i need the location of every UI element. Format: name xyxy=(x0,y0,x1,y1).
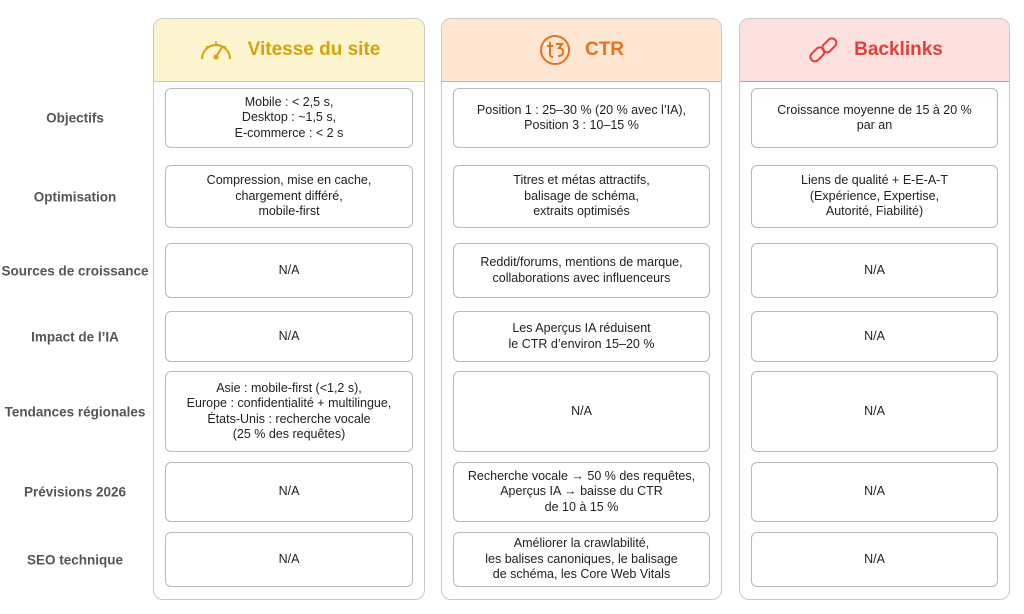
column-header: Backlinks xyxy=(740,19,1009,82)
column-header: Vitesse du site xyxy=(154,19,424,82)
table-cell: N/A xyxy=(751,243,998,298)
table-cell: N/A xyxy=(453,371,710,452)
column-icon xyxy=(806,33,840,67)
table-cell: N/A xyxy=(751,371,998,452)
table-cell: Titres et métas attractifs, balisage de … xyxy=(453,165,710,228)
table-cell: N/A xyxy=(751,311,998,362)
table-cell: Améliorer la crawlabilité, les balises c… xyxy=(453,532,710,587)
table-cell: Asie : mobile-first (<1,2 s), Europe : c… xyxy=(165,371,413,452)
table-cell: Compression, mise en cache, chargement d… xyxy=(165,165,413,228)
row-label: Objectifs xyxy=(46,110,104,126)
column-title: CTR xyxy=(584,39,625,60)
table-cell: Reddit/forums, mentions de marque, colla… xyxy=(453,243,710,298)
table-cell: N/A xyxy=(165,462,413,522)
column-header: CTR xyxy=(442,19,721,82)
column-panel: CTR xyxy=(441,18,722,600)
column-panel: Backlinks xyxy=(739,18,1010,600)
table-cell: N/A xyxy=(165,532,413,587)
column-title: Vitesse du site xyxy=(247,39,381,60)
row-label: Prévisions 2026 xyxy=(23,484,127,500)
table-cell: Croissance moyenne de 15 à 20 % par an xyxy=(751,88,998,148)
table-cell: Les Aperçus IA réduisent le CTR d’enviro… xyxy=(453,311,710,362)
table-cell: Recherche vocale → 50 % des requêtes, Ap… xyxy=(453,462,710,522)
table-cell: N/A xyxy=(165,243,413,298)
row-label: Sources de croissance xyxy=(1,263,149,278)
column-title: Backlinks xyxy=(854,39,943,60)
table-cell: Liens de qualité + E-E-A-T (Expérience, … xyxy=(751,165,998,228)
row-label: Tendances régionales xyxy=(4,404,146,419)
table-cell: N/A xyxy=(751,532,998,587)
row-label: Optimisation xyxy=(33,189,117,204)
column-panel: Vitesse du site xyxy=(153,18,425,600)
row-label: Impact de l’IA xyxy=(31,329,119,344)
row-label: SEO technique xyxy=(26,552,124,567)
column-icon xyxy=(539,34,571,66)
table-cell: Position 1 : 25–30 % (20 % avec l’IA), P… xyxy=(453,88,710,148)
table-cell: N/A xyxy=(165,311,413,362)
column-icon xyxy=(198,35,234,65)
table-cell: N/A xyxy=(751,462,998,522)
table-cell: Mobile : < 2,5 s, Desktop : ~1,5 s, E-co… xyxy=(165,88,413,148)
